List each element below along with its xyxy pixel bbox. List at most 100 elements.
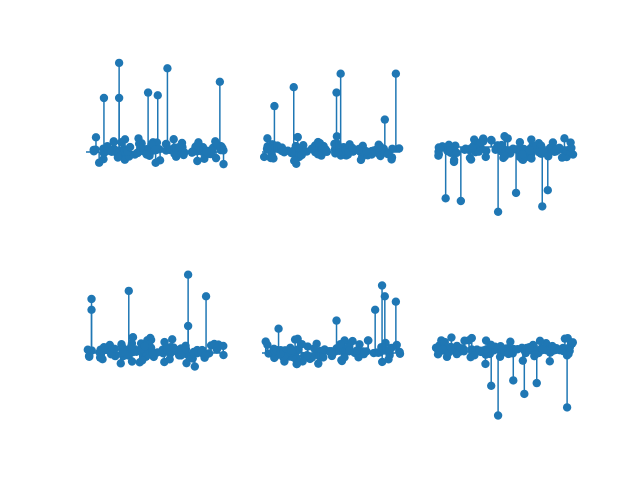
stem-marker bbox=[313, 150, 323, 159]
stem-marker bbox=[452, 148, 461, 158]
stem-marker bbox=[211, 153, 221, 163]
stem-marker bbox=[348, 143, 357, 152]
stem-marker bbox=[175, 142, 184, 152]
stem-marker bbox=[468, 143, 477, 152]
stem-subplot-5 bbox=[261, 281, 405, 369]
stem-marker bbox=[380, 292, 390, 301]
stem-marker bbox=[201, 292, 211, 301]
stem-marker bbox=[293, 132, 302, 142]
stem-marker bbox=[449, 157, 459, 167]
stem-marker bbox=[513, 345, 522, 354]
stem-marker bbox=[380, 115, 390, 124]
stem-marker bbox=[447, 333, 456, 342]
stem-marker bbox=[118, 348, 127, 357]
stem-marker bbox=[116, 359, 125, 368]
stem-marker bbox=[190, 362, 200, 371]
stem-marker bbox=[297, 339, 306, 349]
stem-marker bbox=[313, 137, 323, 147]
stem-marker bbox=[215, 77, 225, 87]
stem-marker bbox=[194, 138, 203, 147]
stem-marker bbox=[481, 359, 490, 369]
stem-marker bbox=[160, 337, 169, 347]
stem-marker bbox=[543, 186, 552, 195]
stem-marker bbox=[467, 333, 476, 343]
stem-marker bbox=[461, 144, 470, 153]
stem-marker bbox=[142, 150, 151, 159]
stem-marker bbox=[276, 349, 285, 359]
stem-marker bbox=[287, 346, 296, 355]
stem-marker bbox=[557, 153, 567, 162]
stem-marker bbox=[515, 137, 525, 147]
stem-marker bbox=[345, 346, 354, 355]
stem-subplot-3 bbox=[434, 132, 578, 216]
stem-marker bbox=[535, 336, 545, 346]
stem-marker bbox=[127, 357, 137, 366]
stem-marker bbox=[219, 341, 228, 351]
stem-marker bbox=[506, 337, 515, 346]
stem-marker bbox=[99, 343, 109, 352]
stem-marker bbox=[134, 134, 143, 143]
stem-marker bbox=[151, 158, 160, 168]
stem-marker bbox=[363, 336, 373, 345]
stem-marker bbox=[179, 150, 188, 160]
stem-marker bbox=[392, 340, 401, 350]
stem-marker bbox=[476, 138, 485, 147]
stem-marker bbox=[332, 88, 341, 97]
stem-marker bbox=[377, 357, 387, 367]
stem-marker bbox=[441, 194, 450, 203]
stem-marker bbox=[140, 341, 150, 351]
stem-marker bbox=[99, 148, 109, 158]
stem-marker bbox=[391, 69, 401, 78]
stem-marker bbox=[525, 146, 535, 155]
stem-marker bbox=[370, 305, 380, 314]
stem-marker bbox=[532, 378, 541, 388]
stem-marker bbox=[509, 376, 518, 385]
stem-marker bbox=[99, 93, 109, 103]
stem-marker bbox=[525, 343, 534, 352]
stem-marker bbox=[109, 137, 119, 147]
stem-marker bbox=[332, 316, 341, 325]
stem-subplot-6 bbox=[431, 333, 578, 420]
stem-marker bbox=[263, 340, 272, 349]
stem-marker bbox=[567, 143, 576, 153]
stem-marker bbox=[434, 151, 443, 160]
stem-marker bbox=[435, 144, 445, 153]
stem-marker bbox=[355, 340, 364, 349]
stem-marker bbox=[395, 349, 405, 358]
stem-marker bbox=[493, 207, 503, 216]
stem-marker bbox=[534, 147, 544, 157]
stem-marker bbox=[460, 336, 469, 345]
stem-marker bbox=[136, 143, 145, 152]
stem-marker bbox=[497, 140, 506, 150]
stem-marker bbox=[183, 321, 193, 331]
stem-marker bbox=[466, 352, 475, 362]
stem-marker bbox=[259, 152, 269, 162]
stem-marker bbox=[189, 347, 198, 357]
stem-marker bbox=[268, 153, 277, 163]
stem-marker bbox=[552, 144, 561, 153]
stem-marker bbox=[538, 202, 547, 211]
stem-marker bbox=[433, 346, 443, 355]
stem-marker bbox=[377, 281, 387, 290]
stem-marker bbox=[289, 83, 298, 92]
stem-marker bbox=[385, 345, 395, 355]
stem-marker bbox=[83, 345, 93, 354]
stem-marker bbox=[168, 335, 177, 344]
stem-marker bbox=[314, 359, 323, 368]
stem-marker bbox=[128, 333, 138, 342]
stem-marker bbox=[183, 270, 193, 279]
stem-marker bbox=[143, 88, 153, 97]
stem-marker bbox=[289, 156, 299, 165]
stem-marker bbox=[538, 345, 548, 355]
stem-marker bbox=[114, 58, 124, 68]
stem-marker bbox=[545, 357, 555, 366]
stem-marker bbox=[294, 143, 303, 153]
stem-marker bbox=[359, 348, 369, 358]
stem-marker bbox=[356, 155, 366, 165]
stem-marker bbox=[176, 351, 186, 360]
stem-marker bbox=[309, 344, 319, 353]
stem-marker bbox=[187, 148, 197, 157]
stem-marker bbox=[487, 136, 496, 145]
